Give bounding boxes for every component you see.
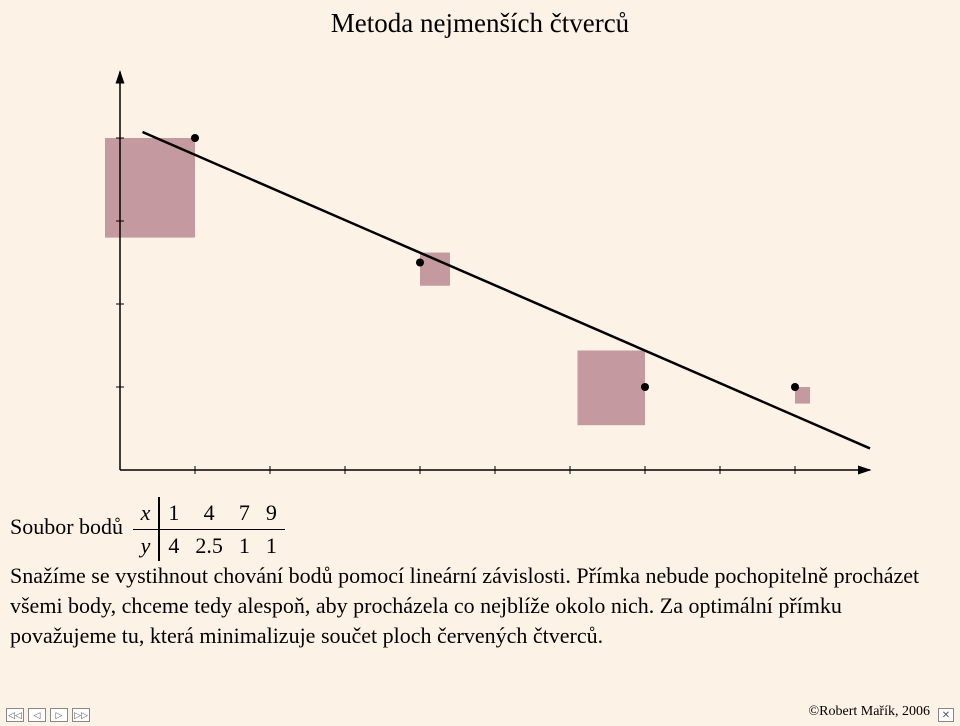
cell: 1 <box>258 529 285 561</box>
cell: 4 <box>159 529 187 561</box>
last-button[interactable]: ▷▷ <box>72 708 90 722</box>
least-squares-chart <box>90 40 890 485</box>
paragraph: Snažíme se vystihnout chování bodů pomoc… <box>10 563 919 647</box>
cell: 4 <box>187 497 231 529</box>
table-row: x 1 4 7 9 <box>133 497 285 529</box>
residual-square <box>105 138 195 238</box>
next-button[interactable]: ▷ <box>50 708 68 722</box>
soubor-label: Soubor bodů <box>10 514 123 539</box>
page-title: Metoda nejmenších čtverců <box>0 0 960 39</box>
cell: 1 <box>159 497 187 529</box>
row-header-y: y <box>133 529 160 561</box>
data-point <box>416 259 424 267</box>
row-header-x: x <box>133 497 160 529</box>
data-table: x 1 4 7 9 y 4 2.5 1 1 <box>133 497 285 561</box>
nav-buttons: ◁◁ ◁ ▷ ▷▷ <box>6 708 90 722</box>
residual-square <box>420 253 450 286</box>
data-point <box>791 383 799 391</box>
copyright: ©Robert Mařík, 2006 <box>809 704 930 720</box>
table-row: y 4 2.5 1 1 <box>133 529 285 561</box>
data-point <box>641 383 649 391</box>
cell: 7 <box>231 497 258 529</box>
close-button[interactable]: ✕ <box>938 708 954 722</box>
cell: 2.5 <box>187 529 231 561</box>
body-text: Soubor bodů x 1 4 7 9 y 4 2.5 1 1 Snažím… <box>10 497 950 650</box>
cell: 1 <box>231 529 258 561</box>
cell: 9 <box>258 497 285 529</box>
data-point <box>191 134 199 142</box>
fit-line <box>143 132 871 448</box>
prev-button[interactable]: ◁ <box>28 708 46 722</box>
residual-square <box>578 350 646 425</box>
first-button[interactable]: ◁◁ <box>6 708 24 722</box>
